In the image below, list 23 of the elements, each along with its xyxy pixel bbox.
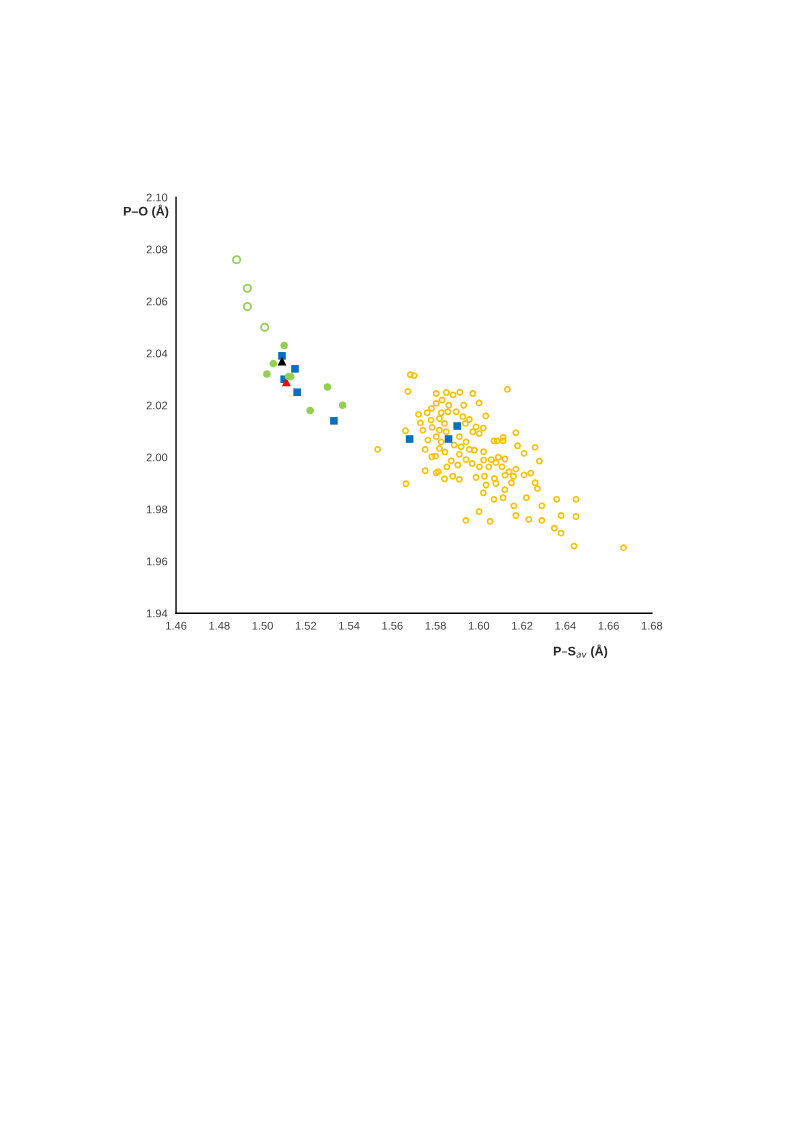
y-tick-label: 1.96 (146, 557, 168, 566)
y-tick-label: 1.94 (146, 609, 168, 618)
x-tick-label: 1.58 (425, 621, 446, 630)
x-tick-label: 1.48 (209, 621, 230, 630)
x-tick-label: 1.54 (339, 621, 360, 630)
x-tick-label: 1.52 (295, 621, 317, 630)
y-tick-label: 2.10 (146, 193, 168, 202)
y-axis-title: P–O (Å) (123, 204, 169, 219)
x-tick-label: 1.68 (641, 621, 663, 630)
y-tick-label: 2.00 (146, 453, 168, 462)
y-tick-label: 2.04 (146, 349, 168, 358)
x-tick-label: 1.62 (512, 621, 533, 630)
y-tick-label: 1.98 (146, 505, 168, 514)
y-tick-label: 2.08 (146, 245, 168, 254)
x-tick-label: 1.46 (166, 621, 187, 630)
x-tick-label: 1.50 (252, 621, 273, 630)
y-tick-label: 2.02 (146, 401, 168, 410)
x-tick-label: 1.56 (382, 621, 403, 630)
y-tick-label: 2.06 (146, 297, 168, 306)
x-tick-label: 1.66 (598, 621, 619, 630)
x-axis-title: P–S$_{av}$ (Å) (553, 644, 608, 659)
x-tick-label: 1.64 (555, 621, 576, 630)
x-tick-label: 1.60 (468, 621, 490, 630)
